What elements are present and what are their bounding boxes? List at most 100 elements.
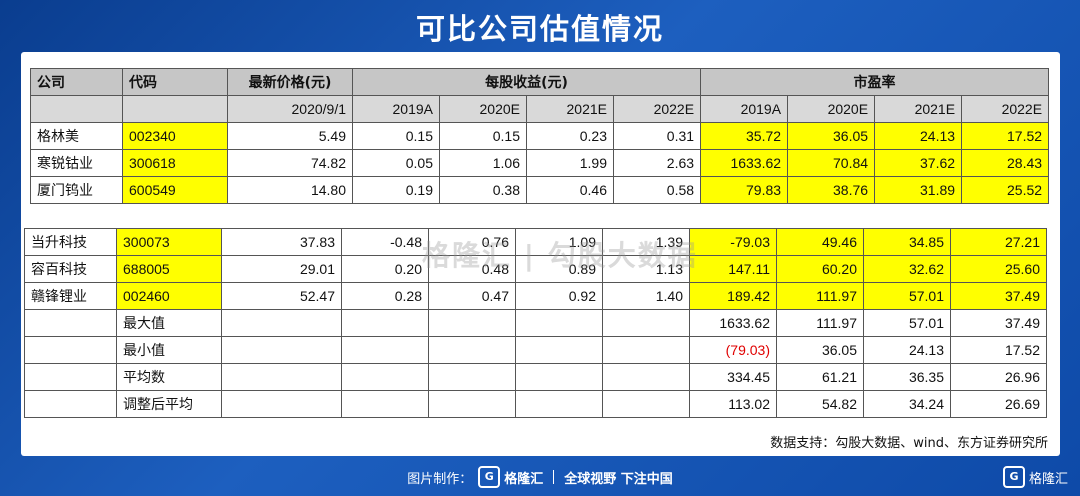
- page-title: 可比公司估值情况: [415, 12, 664, 46]
- eps-cell: 0.28: [341, 282, 429, 310]
- stat-pe-cell: 37.49: [950, 309, 1047, 337]
- company-name: 寒锐钴业: [30, 149, 123, 177]
- eps-cell: 1.39: [602, 228, 690, 256]
- pe-cell: 49.46: [776, 228, 864, 256]
- eps-cell: 1.13: [602, 255, 690, 283]
- empty-cell: [341, 336, 429, 364]
- company-name: 当升科技: [24, 228, 117, 256]
- eps-cell: 0.31: [612, 122, 702, 150]
- table-row: 寒锐钴业 300618 74.82 0.05 1.06 1.99 2.63 16…: [30, 149, 1050, 177]
- empty-cell: [602, 309, 690, 337]
- pe-cell: 60.20: [776, 255, 864, 283]
- empty-cell: [428, 309, 516, 337]
- pe-cell: 147.11: [689, 255, 777, 283]
- stat-pe-cell: 1633.62: [689, 309, 777, 337]
- eps-year-header: 2021E: [526, 95, 614, 123]
- footer-made-by: 图片制作：: [407, 471, 473, 487]
- pe-cell: 189.42: [689, 282, 777, 310]
- company-name: 赣锋锂业: [24, 282, 117, 310]
- table-row: 当升科技 300073 37.83 -0.48 0.76 1.09 1.39 -…: [24, 228, 1047, 256]
- pe-year-header: 2022E: [961, 95, 1050, 123]
- pe-cell: 34.85: [863, 228, 951, 256]
- pe-year-header: 2021E: [874, 95, 963, 123]
- price-cell: 74.82: [227, 149, 353, 177]
- stats-row: 最小值 (79.03) 36.05 24.13 17.52: [24, 336, 1047, 364]
- stock-code: 300073: [116, 228, 222, 256]
- eps-year-header: 2022E: [612, 95, 702, 123]
- eps-cell: 0.76: [428, 228, 516, 256]
- empty-cell: [221, 390, 342, 418]
- corner-brand: G 格隆汇: [997, 466, 1068, 488]
- stock-code: 600549: [122, 176, 228, 204]
- eps-cell: 2.63: [612, 149, 702, 177]
- pe-cell: 31.89: [874, 176, 963, 204]
- stat-pe-cell: 113.02: [689, 390, 777, 418]
- valuation-table-top: 公司 代码 最新价格(元) 每股收益(元) 市盈率 2020/9/1 2019A…: [30, 68, 1050, 204]
- stock-code: 002460: [116, 282, 222, 310]
- stat-pe-cell: 24.13: [863, 336, 951, 364]
- eps-cell: 0.92: [515, 282, 603, 310]
- empty-cell: [428, 390, 516, 418]
- company-name: 容百科技: [24, 255, 117, 283]
- price-cell: 5.49: [227, 122, 353, 150]
- corner-brand-label: 格隆汇: [1028, 471, 1068, 487]
- eps-cell: 0.47: [428, 282, 516, 310]
- empty-cell: [24, 309, 117, 337]
- eps-cell: 1.09: [515, 228, 603, 256]
- pe-cell: 24.13: [874, 122, 963, 150]
- stat-pe-cell: 36.35: [863, 363, 951, 391]
- pe-cell: 1633.62: [700, 149, 789, 177]
- data-source: 数据支持：勾股大数据、wind、东方证券研究所: [770, 436, 1048, 451]
- table-row: 格林美 002340 5.49 0.15 0.15 0.23 0.31 35.7…: [30, 122, 1050, 150]
- pe-cell: 17.52: [961, 122, 1050, 150]
- pe-cell: 57.01: [863, 282, 951, 310]
- table-row: 容百科技 688005 29.01 0.20 0.48 0.89 1.13 14…: [24, 255, 1047, 283]
- stat-pe-cell: 111.97: [776, 309, 864, 337]
- valuation-panel: 公司 代码 最新价格(元) 每股收益(元) 市盈率 2020/9/1 2019A…: [21, 52, 1060, 456]
- stat-label: 平均数: [116, 363, 222, 391]
- empty-cell: [24, 363, 117, 391]
- pe-header: 市盈率: [700, 68, 1050, 96]
- stat-label: 调整后平均: [116, 390, 222, 418]
- company-name: 格林美: [30, 122, 123, 150]
- pe-cell: 111.97: [776, 282, 864, 310]
- stat-label: 最大值: [116, 309, 222, 337]
- subheader-row: 2020/9/1 2019A 2020E 2021E 2022E 2019A 2…: [30, 95, 1050, 123]
- brand-logo-icon: G: [478, 466, 501, 488]
- pe-year-header: 2020E: [787, 95, 876, 123]
- eps-cell: 0.05: [352, 149, 440, 177]
- stat-label: 最小值: [116, 336, 222, 364]
- pe-cell: 27.21: [950, 228, 1047, 256]
- pe-cell: 79.83: [700, 176, 789, 204]
- empty-cell: [221, 363, 342, 391]
- empty-cell: [341, 363, 429, 391]
- stock-code: 300618: [122, 149, 228, 177]
- eps-cell: 0.48: [428, 255, 516, 283]
- code-header: 代码: [122, 68, 228, 96]
- eps-cell: 0.38: [439, 176, 527, 204]
- table-row: 赣锋锂业 002460 52.47 0.28 0.47 0.92 1.40 18…: [24, 282, 1047, 310]
- pe-cell: 25.60: [950, 255, 1047, 283]
- eps-cell: 0.58: [612, 176, 702, 204]
- empty-cell: [602, 363, 690, 391]
- eps-cell: 0.15: [352, 122, 440, 150]
- pe-cell: -79.03: [689, 228, 777, 256]
- stat-pe-cell: 54.82: [776, 390, 864, 418]
- empty-cell: [341, 390, 429, 418]
- empty-cell: [341, 309, 429, 337]
- price-cell: 37.83: [221, 228, 342, 256]
- empty-cell: [30, 95, 123, 123]
- stat-pe-cell: 61.21: [776, 363, 864, 391]
- eps-cell: 0.89: [515, 255, 603, 283]
- empty-cell: [515, 363, 603, 391]
- stat-pe-cell-negative: (79.03): [689, 336, 777, 364]
- company-header: 公司: [30, 68, 123, 96]
- footer: 图片制作： G 格隆汇 全球视野 下注中国: [0, 466, 1080, 488]
- company-name: 厦门钨业: [30, 176, 123, 204]
- stat-pe-cell: 57.01: [863, 309, 951, 337]
- eps-year-header: 2020E: [439, 95, 527, 123]
- pe-cell: 25.52: [961, 176, 1050, 204]
- pe-cell: 70.84: [787, 149, 876, 177]
- pe-year-header: 2019A: [700, 95, 789, 123]
- stock-code: 688005: [116, 255, 222, 283]
